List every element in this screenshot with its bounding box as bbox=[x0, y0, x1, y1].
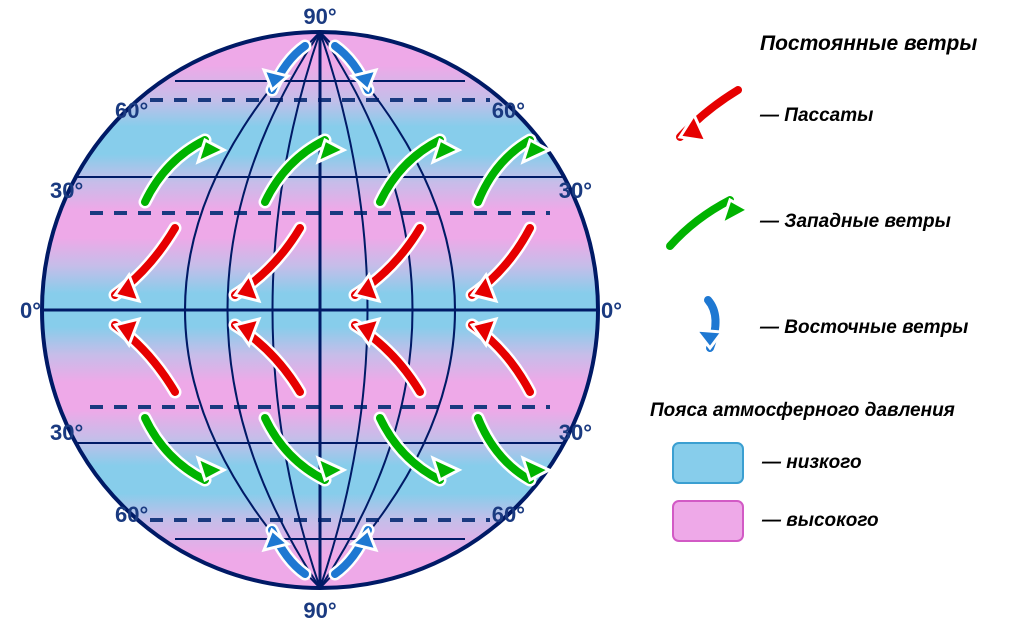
label-r-30s: 30° bbox=[559, 420, 592, 445]
swatch-label-low: — низкого bbox=[762, 452, 862, 474]
label-l-30n: 30° bbox=[50, 178, 83, 203]
swatch-label-high: — высокого bbox=[762, 510, 879, 532]
westerly-wind-icon bbox=[650, 188, 760, 256]
label-l-60s: 60° bbox=[115, 502, 148, 527]
legend: Постоянные ветры — Пассаты — Западные ве… bbox=[650, 32, 1010, 558]
globe-figure: 90° 90° 60° 30° 0° 30° 60° 60° 30° 0° 30… bbox=[10, 0, 650, 640]
label-r-0: 0° bbox=[601, 298, 622, 323]
swatch-row-low: — низкого bbox=[672, 442, 1010, 484]
label-l-0: 0° bbox=[20, 298, 41, 323]
label-l-60n: 60° bbox=[115, 98, 148, 123]
label-l-30s: 30° bbox=[50, 420, 83, 445]
label-90s: 90° bbox=[303, 598, 336, 623]
label-r-60s: 60° bbox=[492, 502, 525, 527]
label-r-60n: 60° bbox=[492, 98, 525, 123]
legend-title-pressure: Пояса атмосферного давления bbox=[650, 400, 1010, 422]
swatch-low bbox=[672, 442, 744, 484]
legend-title-winds: Постоянные ветры bbox=[760, 32, 1010, 56]
polar-wind-icon bbox=[650, 294, 760, 362]
legend-row-westerly: — Западные ветры bbox=[650, 188, 1010, 256]
diagram-canvas: 90° 90° 60° 30° 0° 30° 60° 60° 30° 0° 30… bbox=[0, 0, 1024, 641]
legend-label-trade: — Пассаты bbox=[760, 105, 873, 127]
swatch-row-high: — высокого bbox=[672, 500, 1010, 542]
swatch-high bbox=[672, 500, 744, 542]
label-r-30n: 30° bbox=[559, 178, 592, 203]
legend-label-polar: — Восточные ветры bbox=[760, 317, 968, 339]
label-90n: 90° bbox=[303, 4, 336, 29]
legend-row-polar: — Восточные ветры bbox=[650, 294, 1010, 362]
legend-row-trade: — Пассаты bbox=[650, 82, 1010, 150]
legend-label-westerly: — Западные ветры bbox=[760, 211, 951, 233]
trade-wind-icon bbox=[650, 82, 760, 150]
